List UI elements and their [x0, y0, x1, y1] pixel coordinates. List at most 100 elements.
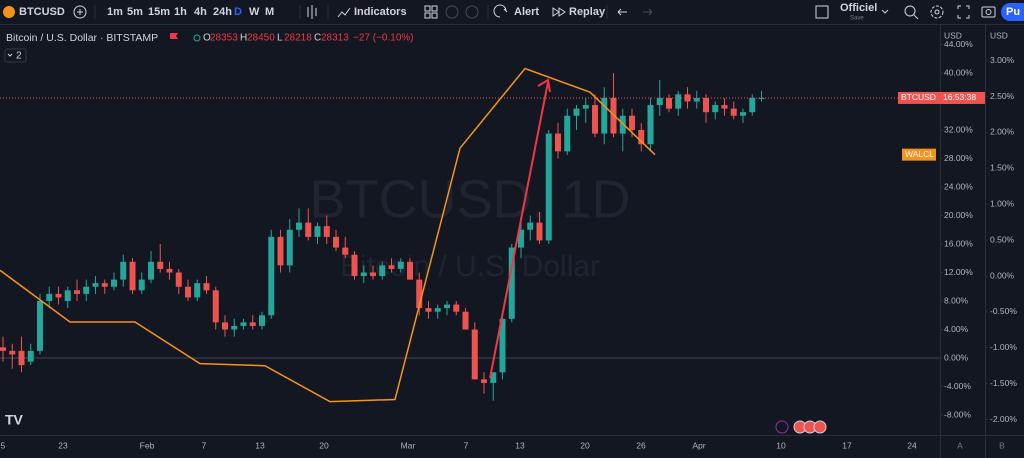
ohlc-value: 28353 [210, 33, 238, 44]
chart-type-button[interactable] [307, 5, 317, 19]
y-tick-label: -8.00% [944, 409, 971, 419]
candle-body [638, 130, 645, 145]
candle-body [92, 283, 99, 287]
x-tick-label: Apr [692, 440, 705, 450]
x-tick-label: 17 [842, 440, 852, 450]
x-tick-label: 24 [907, 440, 917, 450]
indicator-toggle[interactable] [4, 48, 27, 63]
interval-button[interactable]: W [249, 6, 260, 18]
alert-button[interactable]: Alert [514, 6, 539, 18]
y-tick-label: 24.00% [944, 181, 973, 191]
candle-body [231, 325, 238, 330]
y-tick-label: 28.00% [944, 153, 973, 163]
y2-tick-label: 1.00% [990, 198, 1015, 208]
locked-icon[interactable] [465, 5, 479, 19]
indicators-button[interactable]: Indicators [354, 6, 407, 18]
candle-body [333, 236, 339, 248]
y2-tick-label: 3.00% [990, 55, 1015, 65]
settings-center [934, 9, 940, 15]
x-tick-label: 20 [580, 440, 590, 450]
legend-title: Bitcoin / U.S. Dollar · BITSTAMP [6, 32, 158, 44]
layout-dropdown[interactable] [881, 9, 889, 14]
candle-body [157, 261, 164, 269]
candle-body [305, 222, 312, 237]
snapshot-lens [985, 9, 992, 15]
series-badge [902, 148, 936, 161]
ohlc-value: 28450 [247, 33, 275, 44]
replay-icon [552, 7, 566, 17]
event-icon[interactable] [813, 420, 827, 434]
last-price-badge [898, 91, 985, 104]
plot [0, 67, 940, 403]
interval-button[interactable]: 5m [127, 6, 143, 18]
fullscreen-button[interactable] [957, 5, 970, 19]
candle-body [527, 222, 534, 230]
x-tick-label: Feb [140, 440, 155, 450]
y-tick-label: 8.00% [944, 295, 969, 305]
ohlc-label: L [277, 33, 283, 44]
status-badge[interactable]: A [957, 440, 963, 450]
y2-tick-label: -1.50% [990, 378, 1017, 388]
interval-button[interactable]: 24h [213, 6, 232, 18]
settings-button[interactable] [930, 5, 944, 19]
candle-body [508, 247, 515, 319]
candle-body [740, 112, 746, 116]
y2-tick-label: 2.50% [990, 91, 1015, 101]
last-price-name: BTCUSD [901, 92, 936, 102]
candle-body [666, 97, 672, 109]
x-tick-label: 20 [319, 440, 329, 450]
candle-body [175, 272, 182, 287]
snapshot-button[interactable] [981, 6, 996, 18]
candle-body [314, 226, 321, 237]
interval-button[interactable]: M [265, 6, 274, 18]
interval-button[interactable]: 1h [174, 6, 187, 18]
annotation-arrow [489, 78, 551, 379]
candle-body [425, 308, 432, 312]
y2-axis-unit: USD [990, 30, 1008, 40]
indicator-toggle-icon [7, 53, 13, 57]
candle-body [351, 254, 358, 277]
compare-button[interactable] [73, 5, 87, 19]
candle-body [83, 286, 90, 294]
candle-body [536, 222, 543, 241]
locked-icon[interactable] [445, 5, 459, 19]
candle-body [499, 318, 506, 373]
layout-name[interactable]: Officiel [840, 2, 877, 14]
interval-button[interactable]: 15m [148, 6, 170, 18]
x-tick-label: 7 [202, 440, 207, 450]
templates-icon[interactable] [424, 5, 431, 12]
event-icon[interactable] [775, 420, 789, 434]
layout-icon[interactable] [815, 5, 829, 19]
interval-button[interactable]: D [234, 6, 242, 18]
watermark-symbol: BTCUSD, 1D [309, 169, 630, 229]
publish-button[interactable] [1001, 3, 1024, 21]
y2-tick-label: -0.50% [990, 306, 1017, 316]
undo-button[interactable] [617, 8, 627, 16]
layout-status: Save [850, 16, 864, 22]
indicators-icon [337, 7, 351, 18]
candle-body [675, 94, 682, 109]
replay-button[interactable]: Replay [569, 6, 606, 18]
interval-button[interactable]: 4h [194, 6, 207, 18]
symbol[interactable]: BTCUSD [19, 6, 65, 18]
candle-body [64, 290, 71, 301]
y-tick-label: 4.00% [944, 324, 969, 334]
redo-button[interactable] [643, 8, 653, 16]
templates-icon [431, 12, 438, 19]
search-button[interactable] [904, 5, 916, 17]
candle-body [194, 283, 201, 298]
candle-body [388, 265, 395, 269]
candle-body [360, 272, 367, 277]
candle-body [259, 315, 265, 326]
candle-body [9, 350, 16, 355]
candle-body [758, 97, 765, 99]
candle-body [518, 229, 524, 248]
ohlc-label: H [240, 33, 247, 44]
status-badge[interactable]: B [999, 440, 1005, 450]
y2-tick-label: 0.00% [990, 270, 1015, 280]
interval-button[interactable]: 1m [107, 6, 123, 18]
candle-body [573, 108, 580, 116]
